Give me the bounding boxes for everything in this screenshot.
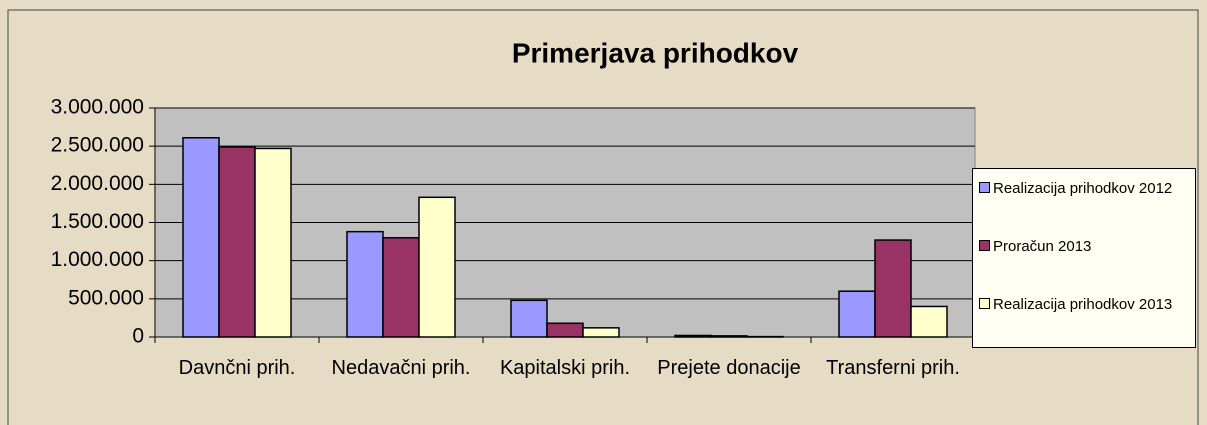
legend-label: Proračun 2013	[993, 238, 1092, 255]
legend-swatch	[979, 240, 990, 251]
x-tick-label: Davnčni prih.	[178, 357, 296, 379]
legend-swatch	[979, 182, 990, 193]
bar	[510, 299, 548, 338]
y-tick-label: 500.000	[68, 286, 144, 309]
y-tick-label: 2.500.000	[51, 134, 144, 157]
bar	[910, 305, 948, 338]
bar	[346, 230, 384, 338]
legend-label: Realizacija prihodkov 2012	[993, 180, 1173, 197]
legend-item: Proračun 2013	[979, 237, 1193, 256]
y-tick-label: 0	[132, 325, 144, 348]
bar	[182, 137, 220, 338]
bar	[254, 147, 292, 338]
bar	[218, 146, 256, 338]
x-tick-label: Nedavačni prih.	[331, 357, 471, 379]
chart-title: Primerjava prihodkov	[512, 37, 799, 68]
bar	[838, 290, 876, 338]
y-tick-label: 2.000.000	[51, 172, 144, 195]
y-tick-label: 1.500.000	[51, 210, 144, 233]
x-tick-label: Prejete donacije	[657, 357, 801, 379]
bar	[382, 237, 420, 338]
bar	[418, 196, 456, 338]
y-tick-label: 3.000.000	[51, 96, 144, 119]
legend-item: Realizacija prihodkov 2012	[979, 179, 1193, 198]
x-tick-label: Transferni prih.	[826, 357, 960, 379]
legend-item: Realizacija prihodkov 2013	[979, 295, 1193, 314]
x-tick-label: Kapitalski prih.	[499, 357, 631, 379]
bar	[546, 322, 584, 338]
bar	[874, 239, 912, 338]
legend: Realizacija prihodkov 2012 Proračun 2013 R…	[972, 168, 1196, 348]
y-tick-label: 1.000.000	[51, 248, 144, 271]
legend-label: Realizacija prihodkov 2013	[993, 296, 1173, 313]
legend-swatch	[979, 298, 990, 309]
bar	[582, 327, 620, 338]
chart-border	[7, 9, 1199, 425]
